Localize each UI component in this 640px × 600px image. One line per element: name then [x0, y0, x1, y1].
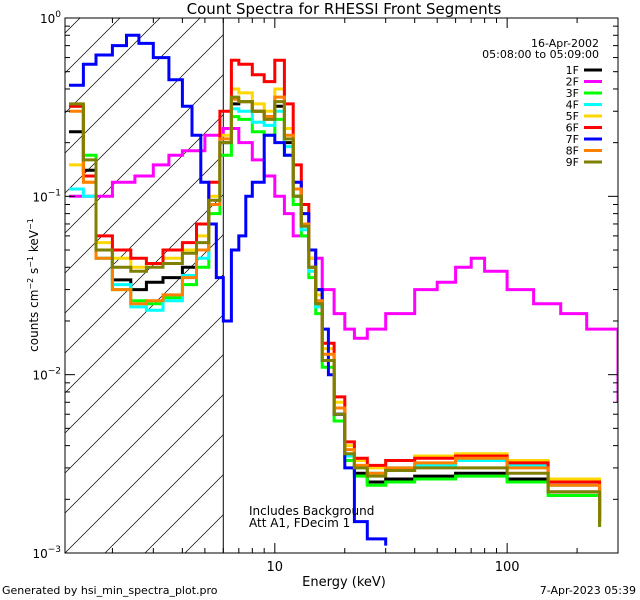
- hatch-line: [65, 18, 81, 34]
- y-tick-label: 10−2: [32, 367, 61, 383]
- series-line-6f: [69, 58, 602, 517]
- hatch-line: [65, 194, 224, 354]
- hatch-line: [585, 18, 640, 553]
- series-line-9f: [69, 95, 602, 527]
- x-axis-label: Energy (keV): [302, 575, 386, 590]
- chart-title: Count Spectra for RHESSI Front Segments: [187, 0, 502, 18]
- legend-label-4f: 4F: [566, 99, 579, 112]
- plot-frame: [64, 17, 619, 554]
- y-label-exp2: −1: [26, 256, 35, 268]
- hatch-line: [104, 434, 224, 553]
- y-tick-label: 100: [40, 10, 61, 26]
- series-line-2f: [69, 127, 618, 403]
- footer-timestamp: 7-Apr-2023 05:39: [540, 584, 636, 597]
- x-tick-label: 100: [495, 560, 520, 575]
- legend-label-1f: 1F: [566, 64, 579, 77]
- hatch-line: [65, 154, 224, 314]
- y-axis: 100 10−1 10−2 10−3: [32, 10, 618, 561]
- legend-label-7f: 7F: [566, 133, 579, 146]
- hatch-line: [65, 18, 121, 74]
- hatch-line: [65, 394, 224, 553]
- y-tick-label: 10−1: [32, 188, 61, 204]
- legend-label-9f: 9F: [566, 156, 579, 169]
- hatch-line: [65, 34, 224, 194]
- hatch-line: [65, 274, 224, 434]
- note-background: Includes Background: [249, 504, 374, 518]
- note-attenuator: Att A1, FDecim 1: [249, 516, 350, 530]
- legend-label-6f: 6F: [566, 122, 579, 135]
- hatch-line: [65, 314, 224, 474]
- time-range-label: 05:08:00 to 05:09:00: [482, 48, 599, 61]
- hatch-line: [625, 18, 640, 553]
- hatch-line: [545, 18, 640, 553]
- legend-label-2f: 2F: [566, 76, 579, 89]
- legend-label-8f: 8F: [566, 145, 579, 158]
- date-label: 16-Apr-2002: [531, 37, 599, 50]
- y-label-tail: keV: [27, 229, 41, 256]
- x-tick-label: 10: [267, 560, 284, 575]
- y-label-mid: s: [27, 268, 41, 278]
- legend-label-3f: 3F: [566, 87, 579, 100]
- x-axis: 10 100: [111, 18, 619, 575]
- series-layer: [69, 33, 618, 546]
- y-label-exp1: −2: [26, 278, 35, 290]
- y-label-exp3: −1: [26, 218, 35, 230]
- hatch-line: [65, 18, 201, 154]
- y-tick-label: 10−3: [32, 545, 61, 561]
- hatch-line: [65, 234, 224, 394]
- hatch-line: [65, 354, 224, 514]
- y-label-base: counts cm: [27, 290, 41, 352]
- footer-generated-by: Generated by hsi_min_spectra_plot.pro: [2, 584, 218, 597]
- hatch-line: [65, 18, 161, 114]
- y-axis-label: counts cm−2 s−1 keV−1: [26, 218, 41, 352]
- legend-label-5f: 5F: [566, 110, 579, 123]
